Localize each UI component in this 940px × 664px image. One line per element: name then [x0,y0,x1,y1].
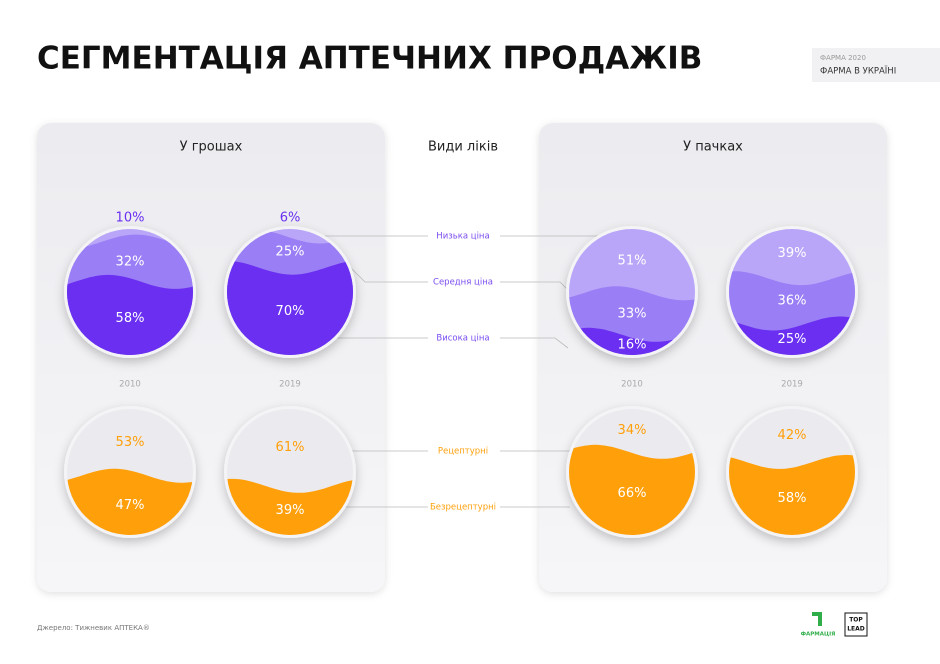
badge [812,48,940,82]
segment [569,444,695,535]
value-label: 33% [618,307,647,322]
panel-title: У пачках [683,140,743,155]
value-label: 39% [276,503,305,518]
year-label: 2010 [119,380,141,390]
value-label: 34% [618,423,647,438]
value-label: 25% [778,332,807,347]
value-label: 53% [116,435,145,450]
legend-label: Середня ціна [433,278,493,288]
value-label: 32% [116,254,145,269]
value-label: 58% [778,491,807,506]
segment [67,468,193,535]
legend-label: Низька ціна [436,232,489,242]
badge-top: ФАРМА 2020 [820,54,866,62]
value-label: 25% [276,245,305,260]
bubble [227,229,353,355]
title: СЕГМЕНТАЦІЯ АПТЕЧНИХ ПРОДАЖІВ [37,41,702,77]
badge-main: ФАРМА В УКРАЇНІ [820,66,896,77]
logo-left: ФАРМАЦІЯ [801,632,836,638]
source: Джерело: Тижневик АПТЕКА® [37,624,150,632]
bubble [227,409,353,535]
segment [729,454,855,535]
value-label: 66% [618,486,647,501]
bubble [729,409,855,535]
center-title: Види ліків [428,140,498,155]
value-label: 42% [778,428,807,443]
logo-right-bottom: LEAD [847,626,865,633]
bubble [67,229,193,355]
value-label: 36% [778,293,807,308]
value-label: 70% [276,304,305,319]
legend-label: Висока ціна [436,334,489,344]
logo-icon [812,612,822,626]
segment [227,478,353,535]
value-label: 6% [280,211,301,226]
bubble [569,229,695,355]
bubble [67,409,193,535]
bubble [569,409,695,535]
legend-label: Безрецептурні [430,503,496,513]
logo-box [844,612,868,637]
year-label: 2010 [621,380,643,390]
legend-label: Рецептурні [438,447,488,457]
value-label: 39% [778,246,807,261]
panel-title: У грошах [180,140,243,155]
value-label: 51% [618,254,647,269]
segment [227,260,353,355]
year-label: 2019 [279,380,301,390]
year-label: 2019 [781,380,803,390]
logo-right-top: TOP [849,617,863,624]
value-label: 10% [116,211,145,226]
segment [67,274,193,355]
value-label: 47% [116,498,145,513]
value-label: 61% [276,440,305,455]
value-label: 16% [618,337,647,352]
value-label: 58% [116,311,145,326]
